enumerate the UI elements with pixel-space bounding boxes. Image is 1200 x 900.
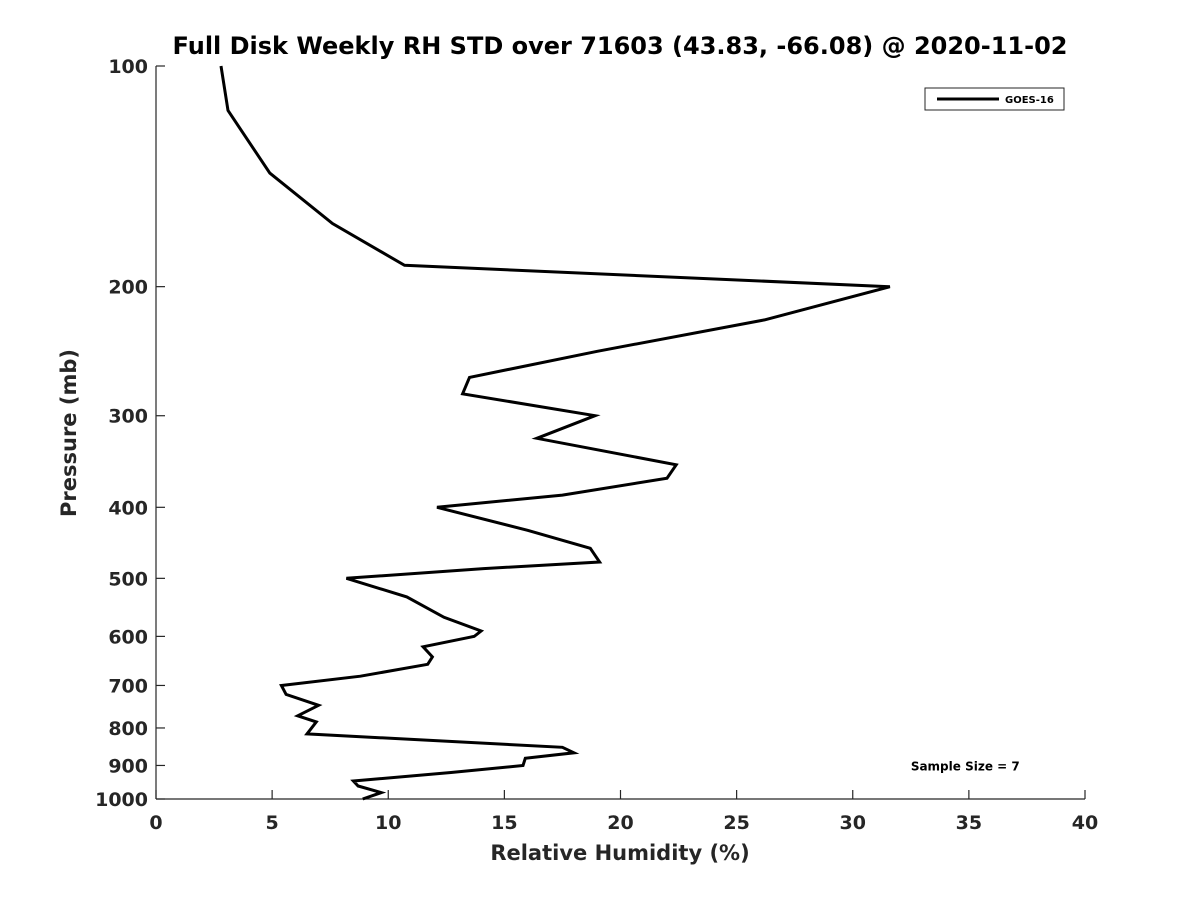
- y-tick-label: 300: [108, 406, 148, 428]
- x-tick-label: 10: [375, 812, 401, 834]
- y-tick-label: 400: [108, 497, 148, 519]
- x-axis-label: Relative Humidity (%): [490, 841, 749, 865]
- y-tick-label: 100: [108, 56, 148, 78]
- legend-label: GOES-16: [1005, 95, 1054, 106]
- chart-marks: [219, 65, 891, 801]
- x-tick-label: 35: [956, 812, 982, 834]
- y-tick-label: 900: [108, 755, 148, 777]
- y-tick-label: 500: [108, 568, 148, 590]
- y-axis-label: Pressure (mb): [57, 349, 81, 517]
- x-tick-label: 15: [491, 812, 517, 834]
- y-tick-label: 1000: [95, 789, 148, 811]
- y-tick-label: 200: [108, 277, 148, 299]
- legend: GOES-16: [924, 87, 1065, 111]
- x-tick-label: 0: [149, 812, 162, 834]
- axes: 0 5 10 15 20 25 30 35 40 100 200 300 400 500 600 700 800…: [95, 56, 1098, 834]
- y-tick-label: 600: [108, 626, 148, 648]
- x-tick-label: 30: [840, 812, 866, 834]
- y-tick-label: 800: [108, 718, 148, 740]
- sample-size-annotation: Sample Size = 7: [911, 759, 1020, 773]
- annotations: Sample Size = 7: [911, 759, 1020, 773]
- series-line-goes-16: [219, 65, 891, 801]
- x-tick-label: 25: [723, 812, 749, 834]
- x-tick-label: 5: [266, 812, 279, 834]
- x-tick-label: 20: [607, 812, 633, 834]
- chart-title: Full Disk Weekly RH STD over 71603 (43.8…: [173, 32, 1068, 60]
- y-tick-label: 700: [108, 675, 148, 697]
- x-tick-label: 40: [1072, 812, 1098, 834]
